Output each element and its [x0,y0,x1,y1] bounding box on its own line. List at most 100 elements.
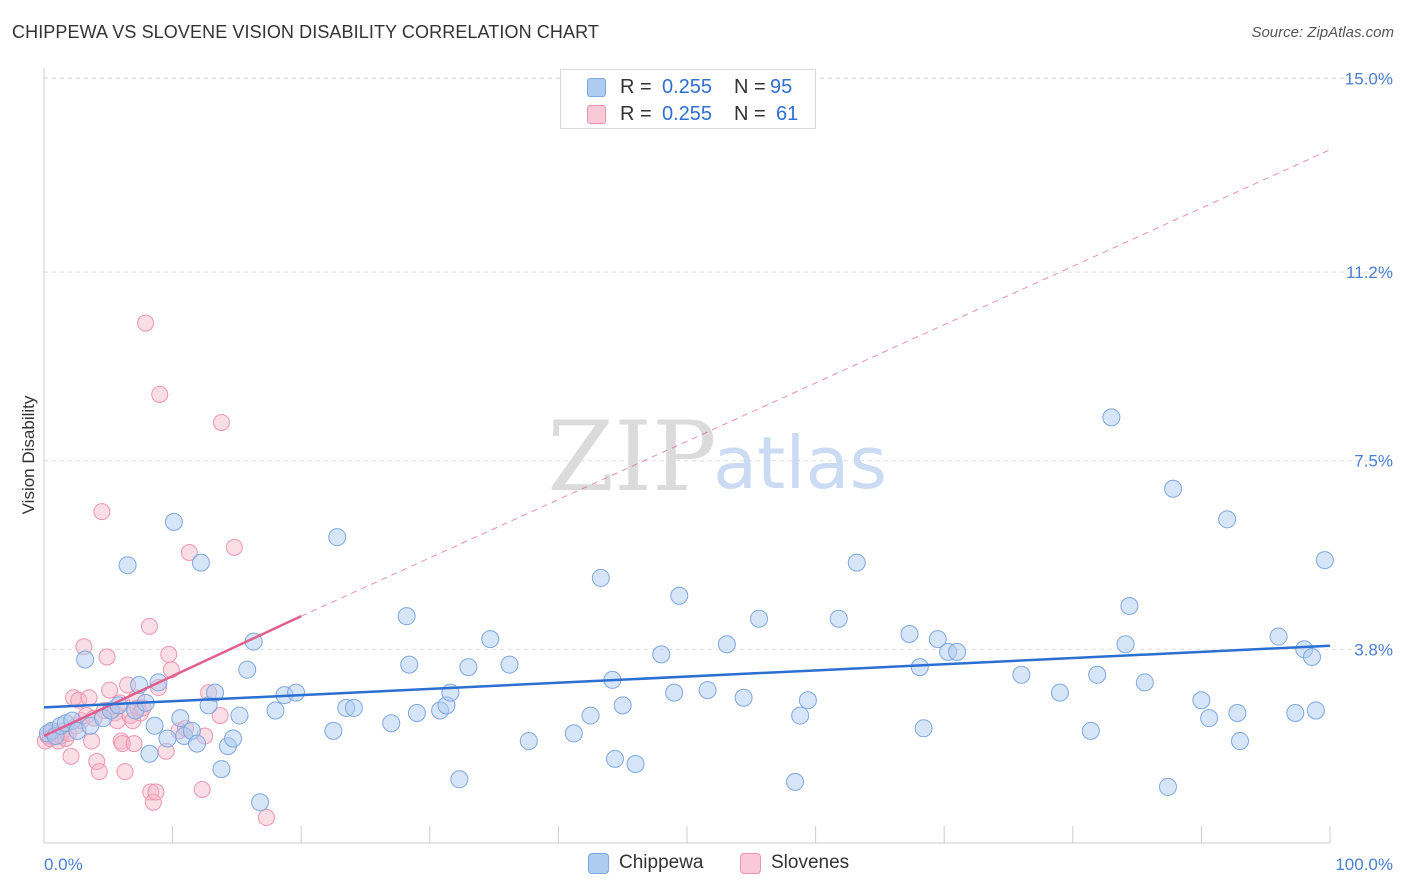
chippewa-point [670,586,689,605]
chippewa-point [1120,596,1139,615]
chippewa-point [212,760,231,779]
slovenes-point [151,385,169,403]
slovenes-trend-extension [300,149,1331,617]
chippewa-point [400,655,419,674]
n-value: 95 [770,75,793,98]
chippewa-point [1302,647,1321,666]
slovenes-point [93,503,111,521]
chippewa-point [206,683,225,702]
watermark-atlas: atlas [713,421,887,505]
chippewa-point [581,706,600,725]
slovenes-point [257,809,275,827]
chippewa-point [191,553,210,572]
y-tick-label: 7.5% [1354,452,1393,471]
watermark-zip: ZIP [547,401,716,513]
slovenes-point [142,783,160,801]
n-label: N = [734,75,766,98]
slovenes-point [88,752,106,770]
chippewa-point [1088,665,1107,684]
axis-labels: 3.8% 7.5% 11.2% 15.0% 0.0% 100.0% Vision Disab… [19,69,1393,874]
chippewa-point [1012,665,1031,684]
legend-label-slovenes: Slovenes [771,852,850,873]
y-tick-label: 3.8% [1354,640,1393,659]
chippewa-point [1116,635,1135,654]
chippewa-point [1050,683,1069,702]
source-label: Source: ZipAtlas.com [1251,24,1394,41]
chippewa-point [158,729,177,748]
chippewa-point [145,716,164,735]
slovenes-point [144,793,162,811]
chippewa-point [698,681,717,700]
slovenes-trend-line [43,615,302,738]
slovenes-point [83,732,101,750]
chippewa-legend-swatch [588,852,609,874]
slovenes-point [212,413,230,431]
slovenes-point [90,763,108,781]
chippewa-point [224,729,243,748]
legend-item-slovenes[interactable]: Slovenes [740,852,849,874]
chippewa-swatch [587,77,606,97]
chippewa-point [481,630,500,649]
chippewa-point [948,642,967,661]
chippewa-point [591,568,610,587]
grid-lines [44,77,1394,650]
chippewa-point [287,683,306,702]
chippewa-point [786,772,805,791]
chippewa-point [1102,408,1121,427]
legend-item-chippewa[interactable]: Chippewa [588,852,704,874]
chippewa-point [734,688,753,707]
chippewa-point [652,645,671,664]
r-value: 0.255 [662,102,713,125]
n-value: 61 [776,102,799,125]
chippewa-point [1269,627,1288,646]
chippewa-point [564,724,583,743]
chippewa-point [914,719,933,738]
chippewa-point [717,635,736,654]
stats-legend: R = 0.255 N = 95 R = 0.255 N = 61 [560,69,816,129]
chippewa-point [407,704,426,723]
n-label: N = [734,102,766,125]
chippewa-point [500,655,519,674]
chippewa-point [382,714,401,733]
slovenes-point [116,763,134,781]
axes [43,68,1331,844]
slovenes-point [101,681,119,699]
r-label: R = [620,102,652,125]
chippewa-point [847,553,866,572]
chippewa-point [928,630,947,649]
chippewa-point [344,698,363,717]
chippewa-point [1230,732,1249,751]
chippewa-point [1081,721,1100,740]
slovenes-point [125,735,143,753]
chippewa-point [613,696,632,715]
x-tick-label-min: 0.0% [44,855,83,874]
chippewa-point [1315,551,1334,570]
chippewa-point [164,512,183,531]
chippewa-point [829,609,848,628]
chippewa-point [1135,673,1154,692]
chippewa-point [397,607,416,626]
chippewa-point [791,706,810,725]
chippewa-trend-line [43,644,1331,709]
chippewa-point [1200,709,1219,728]
chippewa-point [324,721,343,740]
r-value: 0.255 [662,75,713,98]
chippewa-point [1158,777,1177,796]
chippewa-point [459,658,478,677]
chippewa-point [230,706,249,725]
y-tick-label: 15.0% [1345,69,1393,88]
r-label: R = [620,75,652,98]
chippewa-point [1164,479,1183,498]
chippewa-point [140,744,159,763]
chippewa-point [1228,704,1247,723]
chippewa-point [626,754,645,773]
chippewa-point [76,650,95,669]
chippewa-point [328,528,347,547]
chippewa-point [266,701,285,720]
trend-lines [43,149,1331,738]
slovenes-point [80,689,98,707]
slovenes-point [147,783,165,801]
chippewa-point [798,691,817,710]
chippewa-point [251,793,270,812]
